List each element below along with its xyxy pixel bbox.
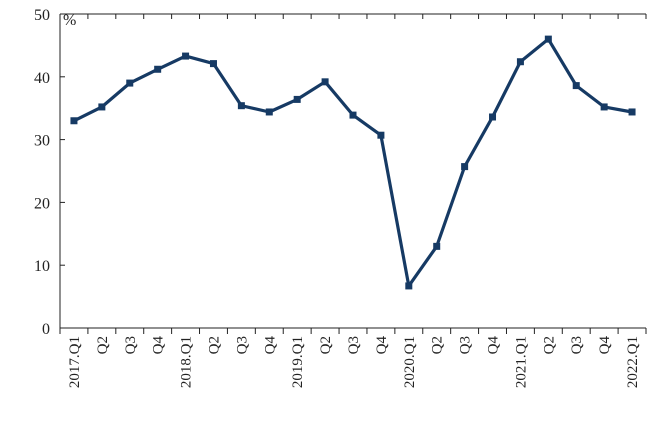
data-point <box>70 117 78 125</box>
x-tick-label: Q4 <box>597 336 613 355</box>
data-point <box>544 35 552 43</box>
data-point <box>433 242 441 250</box>
x-tick-label: Q2 <box>430 336 446 354</box>
x-tick-label: Q4 <box>262 336 278 355</box>
x-tick-label: Q4 <box>374 336 390 355</box>
x-tick-label: 2017.Q1 <box>67 336 83 388</box>
x-axis: 2017.Q1 Q2 Q3 Q4 2018.Q1 Q2 Q3 Q4 2019.Q1 Q2 Q3 Q4 2… <box>59 13 647 388</box>
data-point <box>572 82 580 90</box>
x-tick-label: Q3 <box>458 336 474 354</box>
y-tick-label: 0 <box>42 321 50 338</box>
data-point <box>461 163 469 171</box>
data-point <box>516 58 524 66</box>
data-point <box>489 113 497 121</box>
y-tick-label: 10 <box>34 258 50 275</box>
data-point <box>293 95 301 103</box>
x-tick-label: Q2 <box>95 336 111 354</box>
x-tick-label: Q3 <box>569 336 585 354</box>
data-point <box>377 131 385 139</box>
x-tick-label: Q2 <box>206 336 222 354</box>
data-point <box>405 282 413 290</box>
y-tick-label: 30 <box>34 133 50 150</box>
y-unit-label: % <box>63 12 76 29</box>
x-tick-label: Q3 <box>234 336 250 354</box>
y-tick-label: 50 <box>34 7 50 24</box>
x-tick-label: 2019.Q1 <box>290 336 306 388</box>
x-tick-label: Q4 <box>486 336 502 355</box>
x-tick-label: Q2 <box>318 336 334 354</box>
x-tick-label: Q4 <box>151 336 167 355</box>
y-tick-label: 20 <box>34 195 50 212</box>
x-tick-label: 2018.Q1 <box>179 336 195 388</box>
data-point <box>600 103 608 111</box>
x-tick-label: 2020.Q1 <box>402 336 418 388</box>
x-tick-label: Q2 <box>541 336 557 354</box>
data-point <box>237 102 245 110</box>
x-tick-label: Q3 <box>346 336 362 354</box>
x-tick-label: 2022.Q1 <box>625 336 641 388</box>
data-point <box>349 111 357 119</box>
data-point <box>209 60 217 68</box>
data-point <box>154 65 162 73</box>
data-point <box>182 52 190 60</box>
data-point <box>265 108 273 116</box>
x-tick-label: Q3 <box>123 336 139 354</box>
data-point <box>98 103 106 111</box>
data-point <box>126 79 134 87</box>
x-tick-label: 2021.Q1 <box>513 336 529 388</box>
series-line <box>73 37 633 288</box>
y-tick-label: 40 <box>34 70 50 87</box>
y-axis: 0 10 20 30 40 50 <box>34 7 65 338</box>
series-layer <box>70 35 636 290</box>
data-point <box>321 78 329 86</box>
data-point <box>628 108 636 116</box>
